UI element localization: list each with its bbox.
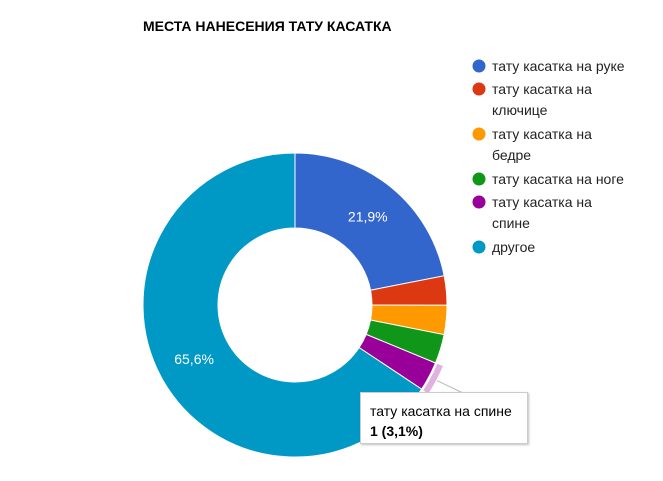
legend-label[interactable]: другое bbox=[492, 239, 535, 255]
tooltip-title: тату касатка на спине bbox=[370, 403, 512, 419]
slice-value-label: 65,6% bbox=[174, 351, 214, 367]
chart-slices bbox=[142, 152, 464, 458]
legend-label[interactable]: тату касатка на bbox=[492, 194, 592, 210]
legend-label[interactable]: тату касатка на bbox=[492, 81, 592, 97]
slice-labels: 21,9% 65,6% bbox=[174, 209, 387, 368]
legend-label[interactable]: тату касатка на ноге bbox=[492, 171, 624, 187]
legend-label[interactable]: тату касатка на bbox=[492, 126, 592, 142]
chart-title: МЕСТА НАНЕСЕНИЯ ТАТУ КАСАТКА bbox=[143, 18, 392, 34]
legend-label[interactable]: спине bbox=[492, 215, 530, 231]
chart-legend: тату касатка на руке тату касатка на ключи… bbox=[472, 58, 625, 255]
slice-value-label: 21,9% bbox=[348, 209, 388, 225]
slice-5[interactable] bbox=[142, 152, 423, 458]
legend-marker bbox=[472, 172, 486, 186]
legend-label[interactable]: тату касатка на руке bbox=[492, 58, 625, 74]
legend-marker bbox=[472, 82, 486, 96]
legend-marker bbox=[472, 195, 486, 209]
legend-label[interactable]: ключице bbox=[492, 102, 548, 118]
slice-tooltip: тату касатка на спине 1 (3,1%) bbox=[360, 392, 528, 444]
tooltip-value: 1 (3,1%) bbox=[370, 423, 423, 439]
highlight-ring bbox=[423, 363, 443, 394]
legend-marker bbox=[472, 59, 486, 73]
legend-marker bbox=[472, 240, 486, 254]
legend-label[interactable]: бедре bbox=[492, 147, 531, 163]
slice-0[interactable] bbox=[294, 152, 445, 291]
tooltip-leader bbox=[436, 380, 464, 394]
legend-marker bbox=[472, 127, 486, 141]
